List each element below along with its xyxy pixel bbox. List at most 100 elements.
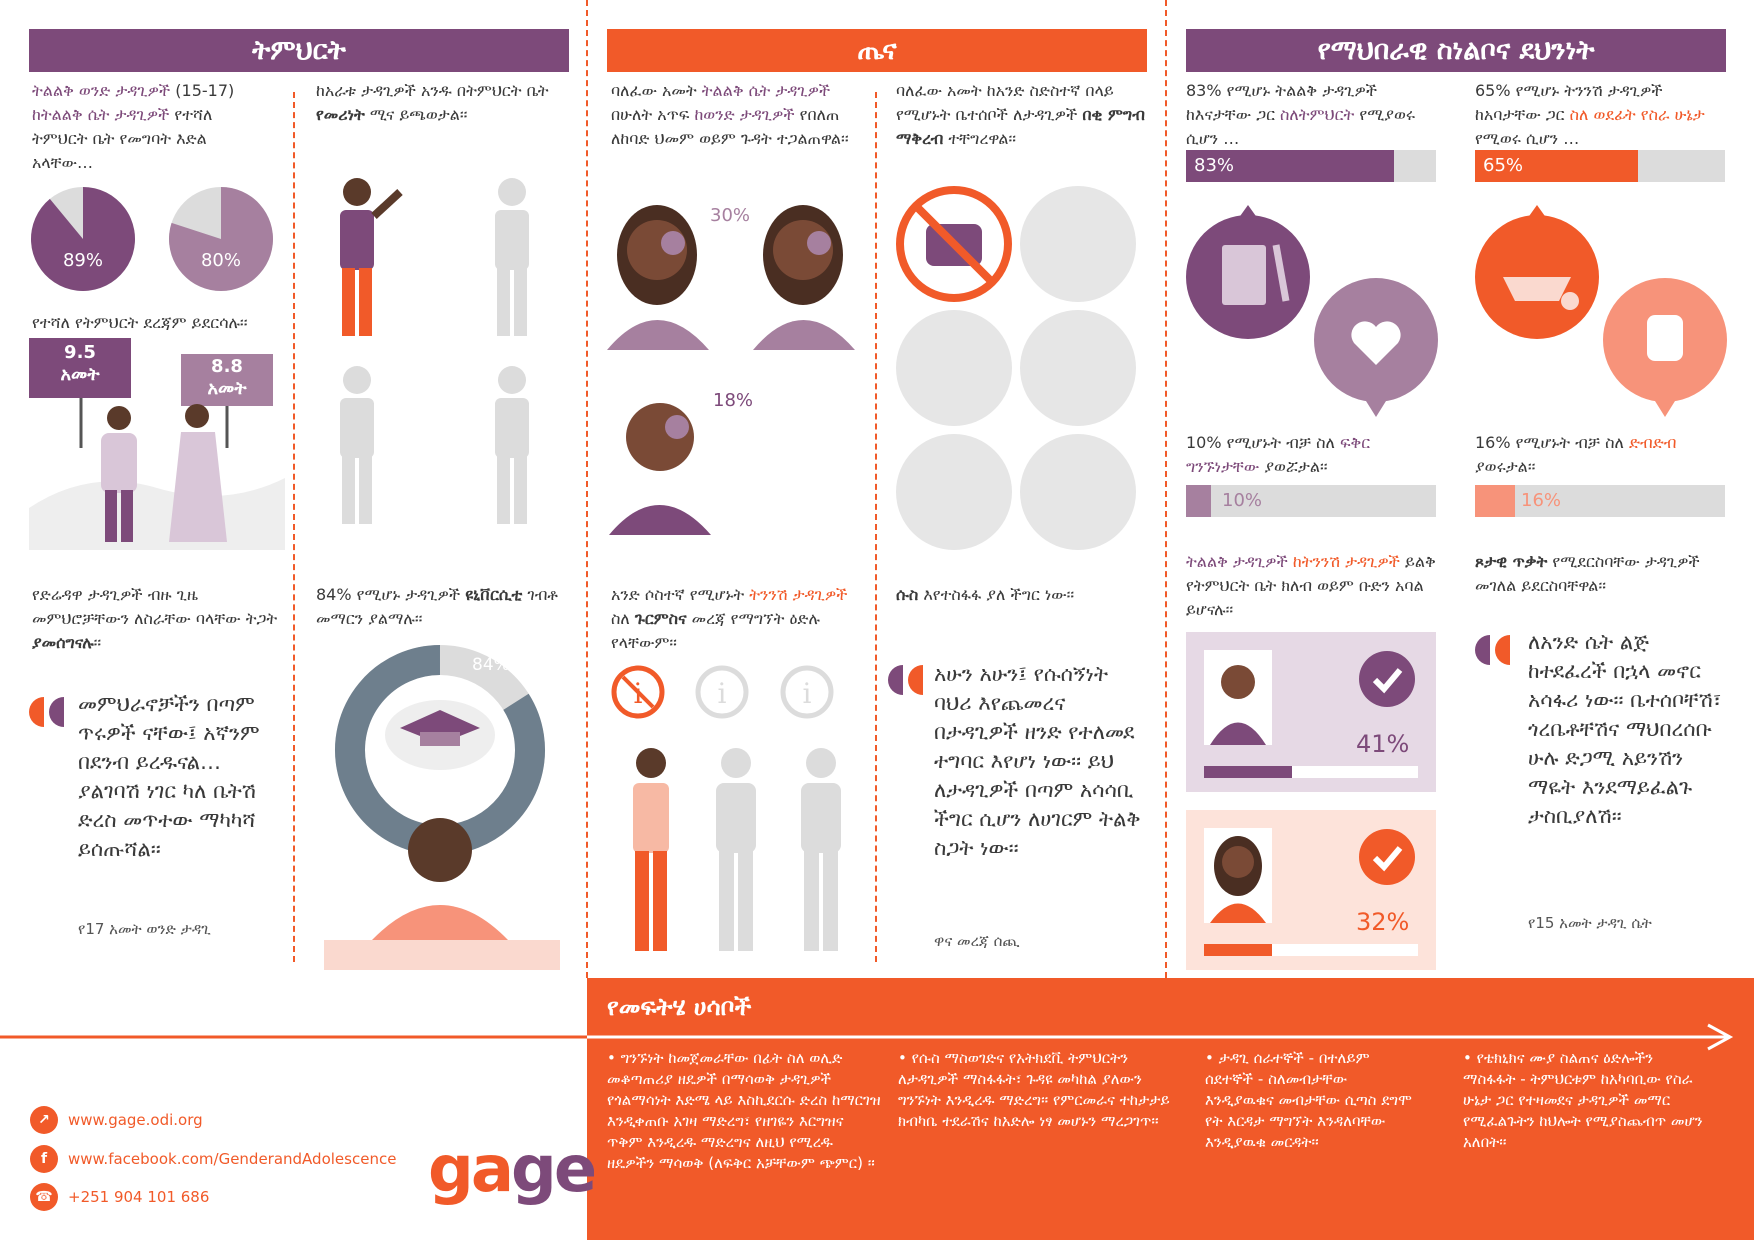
girl-figure (753, 205, 855, 350)
figure-informed (633, 748, 669, 951)
quote-icon (888, 665, 923, 695)
info-icon: i (695, 665, 749, 719)
membership-younger-fill (1204, 944, 1273, 956)
father-text-c: የሚወሩ ሲሆን … (1475, 129, 1580, 148)
member-text-younger: ከትንንሽ ታዳጊዎች (1292, 552, 1400, 571)
sign-girls-unit: አመት (207, 378, 247, 399)
gage-logo-text: gage (428, 1133, 597, 1207)
teacher-text-a: የድሬዳዋ ታዳጊዎች ብዙ ጊዜ መምህሮቻቸውን ለስራቸው ባላቸው ትጋ… (32, 585, 278, 628)
role-text-c: ሚና ይጫወታል፡፡ (364, 105, 468, 124)
social-header: የማህበራዊ ስነልቦና ደህንነት (1186, 29, 1726, 72)
puberty-text-young: ትንንሽ ታዳጊዎች (749, 585, 848, 604)
bubble-tail (1527, 205, 1547, 219)
pencil-icon (1272, 244, 1290, 302)
solution-item: • የቴክኒክና ሙያ ስልጠና ዕድሎችን ማስፋፋት - ትምህርቱም ከአ… (1463, 1049, 1703, 1151)
donut-arc (335, 645, 545, 855)
edu-grade-text: የተሻለ የትምህርት ደረጃም ይደርሳሉ፡፡ (32, 313, 248, 332)
solution-item: • ግንኙነት ከመጀመራቸው በፊት ስለ ወሊድ መቆጣጠሪያ ዘዴዎች በ… (607, 1049, 881, 1172)
father-bar-label: 65% (1483, 155, 1524, 176)
love-text-a: 10% የሚሆኑት ብቻ ስለ (1186, 433, 1340, 452)
social-quote: ለአንድ ሴት ልጅ ከተደፈረች በኋላ መኖር አሳፋሪ ነው፡፡ ቤተሰቦ… (1528, 630, 1722, 828)
solutions-band (587, 978, 1754, 1240)
students-illustration (29, 338, 285, 550)
figure-gray (340, 366, 374, 524)
health-title: ጤና (857, 34, 897, 66)
badge-check-icon (1359, 829, 1415, 885)
sign-boys-number: 9.5 (64, 342, 96, 363)
social-title: የማህበራዊ ስነልቦና ደህንነት (1317, 34, 1595, 66)
university-donut-chart: 84% (324, 645, 560, 970)
fist-icon (1647, 315, 1683, 361)
fight-bar-fill (1475, 485, 1515, 517)
contact-facebook[interactable]: f www.facebook.com/GenderandAdolescence (30, 1145, 396, 1173)
contact-web-text[interactable]: www.gage.odi.org (68, 1111, 203, 1129)
figure-gray (495, 178, 529, 336)
girl-figure (607, 205, 709, 350)
mother-text-a: 83% የሚሆኑ ትልልቅ ታዳጊዎች ከእናታቸው ጋር (1186, 81, 1378, 124)
donut-label: 84% (472, 655, 510, 675)
edu-intro-age: (15-17) (170, 81, 235, 100)
edu-quote-cite: የ17 አመት ወንድ ታዳጊ (78, 920, 211, 938)
food-text-b: በቂ ምግብ ማቅረብ (896, 105, 1145, 148)
sign-girls-number: 8.8 (211, 356, 243, 377)
ground-shape (29, 478, 285, 550)
bubble-tail (1655, 401, 1675, 417)
violence-text-a: ባለፈው አመት (611, 81, 702, 100)
solution-item: • ታዳጊ ሰራተኞች - በተለይም ሰደተኞች - ስለመብታቸው እንዲያ… (1205, 1049, 1412, 1151)
heart-icon (1351, 321, 1401, 365)
bubble-tail (1238, 205, 1258, 219)
contact-phone[interactable]: ☎ +251 904 101 686 (30, 1183, 209, 1211)
univ-text-c: ገብቶ መማርን ያልማሉ፡፡ (316, 585, 558, 628)
edu-intro-text: ትልልቅ ወንድ ታዳጊዎች (15-17) ከትልልቅ ሴት ታዳጊዎች የተ… (32, 79, 272, 175)
injured-girls-illustration (607, 205, 855, 350)
health-khat-text: ሱስ እየተስፋፋ ያለ ችግር ነው፡፡ (896, 583, 1156, 607)
fight-text-a: 16% የሚሆኑት ብቻ ስለ (1475, 433, 1629, 452)
membership-card-older: 41% (1186, 632, 1436, 792)
food-icons (896, 186, 1136, 550)
food-plate-icon (1020, 434, 1136, 550)
notebook-icon (1222, 245, 1266, 305)
membership-younger-bar (1204, 944, 1418, 956)
arrow-line (0, 1023, 1734, 1051)
love-bar-fill (1186, 485, 1211, 517)
wheel-icon (1561, 292, 1579, 310)
divider (875, 92, 877, 962)
pie-chart-boys: 89% (31, 187, 135, 291)
sexual-text-a: ጾታዊ ጥቃት (1475, 552, 1548, 571)
violence-text-b: በሁለት አጥፍ (611, 105, 695, 124)
membership-younger-pct: 32% (1356, 908, 1410, 936)
boy-head (107, 406, 131, 430)
father-bar: 65% (1475, 150, 1725, 182)
edu-intro-boys: ትልልቅ ወንድ ታዳጊዎች (32, 81, 171, 100)
role-text-a: ከአራቱ ታዳጊዎች አንዱ በትምህርት ቤት (316, 81, 549, 100)
health-header: ጤና (607, 29, 1147, 72)
no-food-icon (896, 186, 1012, 302)
mother-text-b: ስለትምህርት (1280, 105, 1355, 124)
violence-text-c: የበለጠ ለከባድ ህመም ወይም ጉዳት ተጋልጠዋል፡፡ (611, 105, 849, 148)
social-member-text: ትልልቅ ታዳጊዎች ከትንንሽ ታዳጊዎች ይልቅ የትምህርት ቤት ክለብ… (1186, 550, 1446, 622)
contact-web[interactable]: ↗ www.gage.odi.org (30, 1106, 203, 1134)
sexual-text-b: የሚደርስባቸው ታዳጊዎች መገለል ይደርስባቸዋል፡፡ (1475, 552, 1700, 595)
gage-logo: gage (428, 1138, 597, 1202)
member-text-rest: ይልቅ የትምህርት ቤት ክለብ ወይም ቡድን አባል ይሆናሉ፡፡ (1186, 552, 1436, 619)
figure-gray (801, 748, 841, 951)
contact-facebook-text[interactable]: www.facebook.com/GenderandAdolescence (68, 1150, 397, 1168)
role-text-b: የመሪነት (316, 105, 365, 124)
fight-text-b: ድብድብ (1628, 433, 1677, 452)
no-info-icon: i (611, 665, 665, 719)
puberty-text-a: አንድ ሶስተኛ የሚሆኑት (611, 585, 750, 604)
social-quote-cite: የ15 አመት ታዳጊ ሴት (1528, 914, 1652, 932)
cap-base (420, 732, 460, 746)
mother-text-c: የሚያወሩ ሲሆን … (1186, 105, 1415, 148)
love-text-c: ያወሯታል፡፡ (1259, 457, 1328, 476)
violence-text-boys: ከወንድ ታዳጊዎች (694, 105, 795, 124)
puberty-text-c: ጉርምስና (634, 609, 687, 628)
fight-text-c: ያወሩታል፡፡ (1475, 457, 1536, 476)
sign-boys-unit: አመት (60, 364, 100, 385)
father-bar-fill (1475, 150, 1638, 182)
pie-slice (31, 187, 135, 291)
social-father-text: 65% የሚሆኑ ትንንሽ ታዳጊዎች ከአባታቸው ጋር ስለ ወደፊት የስ… (1475, 79, 1725, 151)
violence-text-girls: ትልልቅ ሴት ታዳጊዎች (701, 81, 831, 100)
sign-boys (29, 338, 131, 398)
contact-phone-text[interactable]: +251 904 101 686 (68, 1188, 210, 1206)
